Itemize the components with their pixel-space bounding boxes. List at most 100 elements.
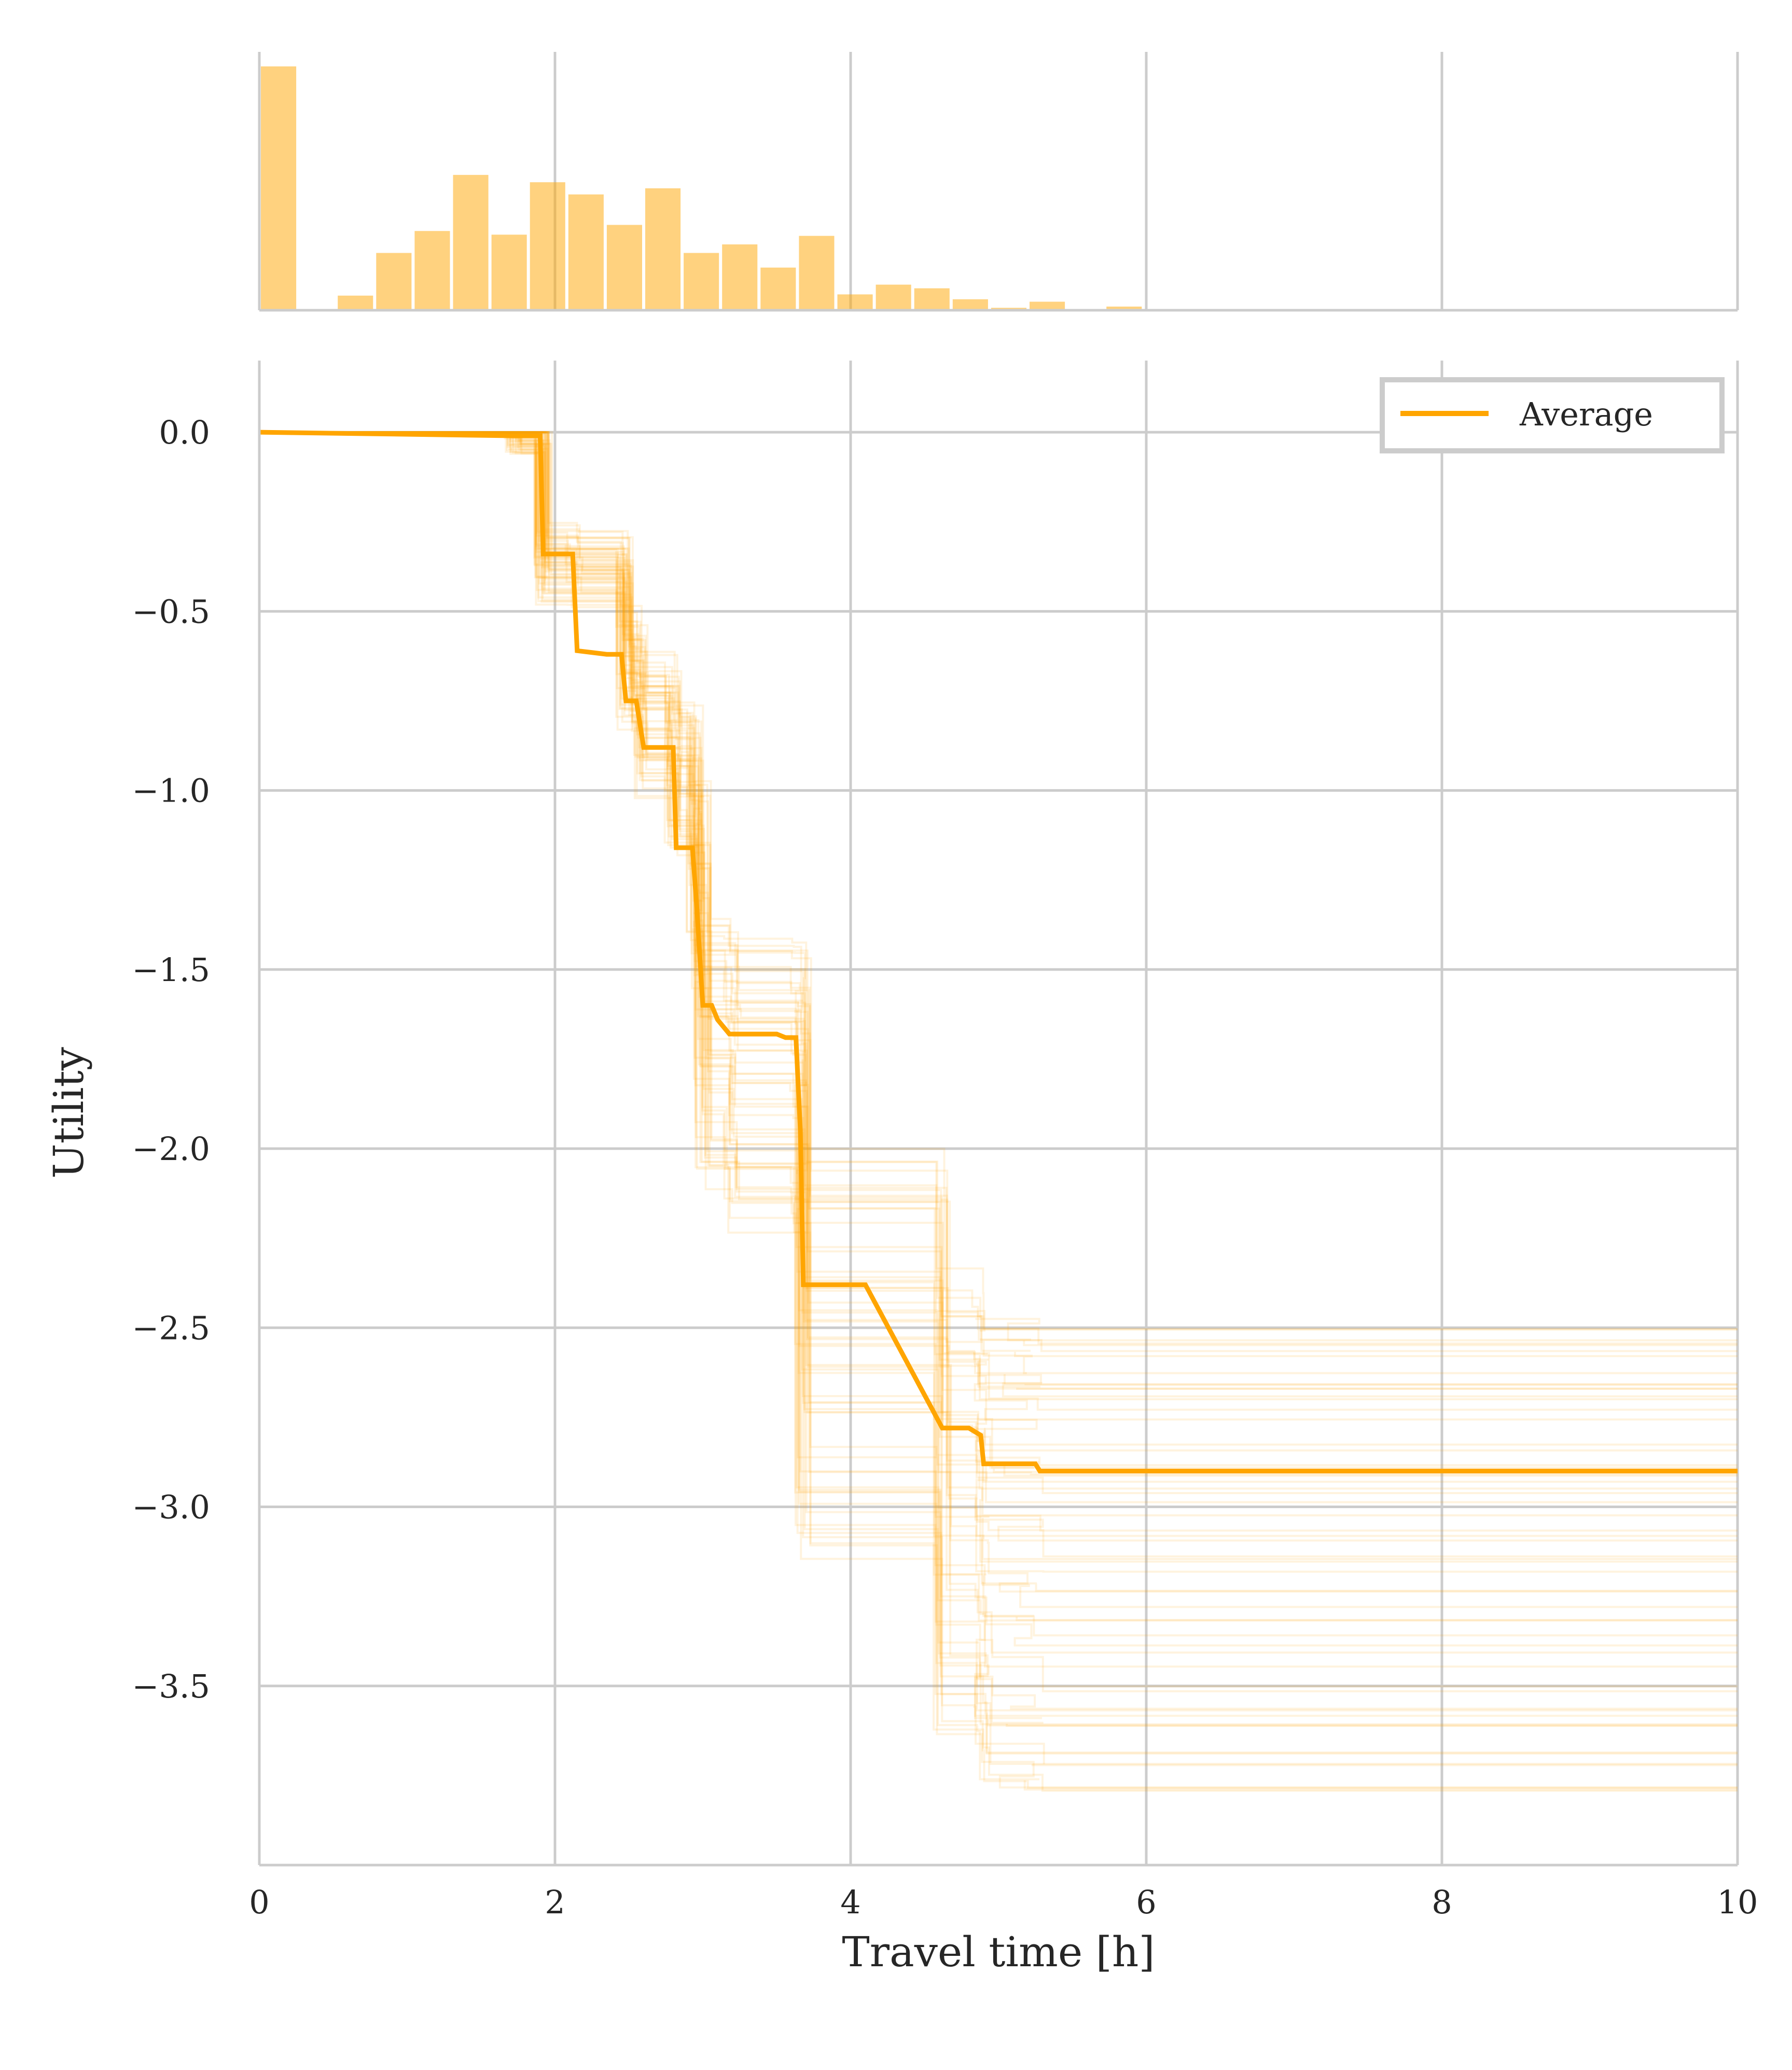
- y-tick-label: −2.5: [132, 1309, 210, 1347]
- legend: Average: [1380, 377, 1725, 453]
- sample-curve: [259, 431, 1738, 1386]
- y-tick-label: 0.0: [159, 413, 210, 451]
- histogram-bar: [760, 267, 796, 310]
- sample-curve: [259, 431, 1738, 1791]
- histogram-bar: [799, 236, 835, 310]
- histogram-bar: [568, 194, 604, 310]
- sample-curve: [259, 431, 1738, 1542]
- x-tick-label: 2: [545, 1883, 565, 1921]
- y-axis-label: Utility: [45, 1047, 93, 1179]
- histogram-bar: [530, 182, 565, 310]
- sample-curve: [259, 431, 1738, 1358]
- main-gridlines: [259, 361, 1739, 1865]
- utility-chart: 0.0−0.5−1.0−1.5−2.0−2.5−3.0−3.5 0 2 4 6 8 10 …: [45, 361, 1758, 1976]
- sample-curve: [259, 431, 1738, 1593]
- sample-curve: [259, 431, 1738, 1647]
- sample-curve: [259, 431, 1738, 1345]
- sample-curve: [259, 431, 1738, 1353]
- x-tick-label: 0: [249, 1883, 269, 1921]
- x-tick-label: 6: [1136, 1883, 1156, 1921]
- sample-curve: [259, 431, 1738, 1560]
- sample-curve: [259, 431, 1738, 1727]
- sample-curve: [259, 431, 1738, 1532]
- sample-curve: [259, 431, 1738, 1469]
- sample-curve: [259, 431, 1738, 1717]
- sample-curve: [259, 431, 1738, 1592]
- y-tick-label: −0.5: [132, 592, 210, 630]
- histogram-bar: [414, 231, 450, 310]
- sample-curve: [259, 431, 1738, 1374]
- sample-curve: [259, 431, 1738, 1792]
- sample-curve: [259, 431, 1738, 1789]
- sample-curve: [259, 431, 1738, 1621]
- histogram-bar: [491, 234, 527, 310]
- legend-label-average: Average: [1519, 395, 1653, 433]
- sample-curve: [259, 431, 1738, 1398]
- sample-curve: [259, 431, 1738, 1503]
- sample-curve: [259, 431, 1738, 1608]
- sample-curve: [259, 431, 1738, 1537]
- x-axis-label: Travel time [h]: [842, 1928, 1155, 1976]
- histogram-bar: [914, 288, 950, 310]
- histogram-bar: [1106, 306, 1142, 310]
- histogram-bar: [606, 225, 642, 310]
- sample-curve: [259, 431, 1738, 1755]
- series-average-line: [259, 430, 1738, 1473]
- x-tick-label: 10: [1717, 1883, 1758, 1921]
- sample-curve: [259, 431, 1738, 1421]
- y-tick-label: −1.0: [132, 772, 210, 810]
- histogram-bar: [722, 244, 758, 310]
- sample-curve: [259, 431, 1738, 1622]
- histogram-bar: [952, 299, 988, 310]
- y-tick-label: −1.5: [132, 951, 210, 989]
- sample-curve: [259, 431, 1738, 1726]
- sample-curve: [259, 431, 1738, 1712]
- histogram-bar: [376, 253, 412, 310]
- sample-curve: [259, 431, 1738, 1637]
- y-tick-label: −3.5: [132, 1667, 210, 1705]
- sample-curve: [259, 431, 1738, 1710]
- x-tick-label: 4: [840, 1883, 860, 1921]
- histogram-bar: [338, 295, 373, 310]
- sample-curve: [259, 431, 1738, 1386]
- sample-curve: [259, 431, 1738, 1401]
- sample-curve: [259, 431, 1738, 1452]
- histogram-bar: [453, 175, 489, 310]
- sample-curve: [259, 431, 1738, 1390]
- y-tick-label: −2.0: [132, 1130, 210, 1168]
- sample-curve: [259, 431, 1738, 1688]
- sample-curve: [259, 431, 1738, 1475]
- marginal-histogram: [258, 52, 1739, 312]
- sample-curve: [259, 431, 1738, 1767]
- x-tick-label: 8: [1432, 1883, 1452, 1921]
- histogram-bars: [261, 66, 1142, 310]
- sample-curve: [259, 431, 1738, 1765]
- histogram-bar: [837, 294, 873, 310]
- sample-curve: [259, 431, 1738, 1411]
- x-tick-labels: 0 2 4 6 8 10: [249, 1883, 1758, 1921]
- histogram-bar: [684, 253, 719, 310]
- sample-curve: [259, 431, 1738, 1346]
- sample-curve: [259, 431, 1738, 1789]
- sample-curve: [259, 431, 1738, 1754]
- sample-curve: [259, 431, 1738, 1446]
- sample-curve: [259, 431, 1738, 1668]
- sample-curve: [259, 431, 1738, 1563]
- y-tick-label: −3.0: [132, 1488, 210, 1526]
- sample-curve: [259, 431, 1738, 1330]
- histogram-bar: [645, 188, 681, 310]
- sample-curve: [259, 431, 1738, 1727]
- sample-curve: [259, 431, 1738, 1483]
- sample-curve: [259, 431, 1738, 1473]
- histogram-bar: [1030, 301, 1065, 310]
- sample-curves: [259, 431, 1738, 1792]
- sample-curve: [259, 431, 1738, 1467]
- histogram-bar: [261, 66, 297, 310]
- sample-curve: [259, 431, 1738, 1494]
- sample-curve: [259, 431, 1738, 1331]
- y-tick-labels: 0.0 −0.5 −1.0 −1.5 −2.0 −2.5 −3.0 −3.5: [132, 413, 210, 1705]
- sample-curve: [259, 431, 1738, 1390]
- sample-curve: [259, 431, 1738, 1477]
- sample-curve: [259, 431, 1738, 1342]
